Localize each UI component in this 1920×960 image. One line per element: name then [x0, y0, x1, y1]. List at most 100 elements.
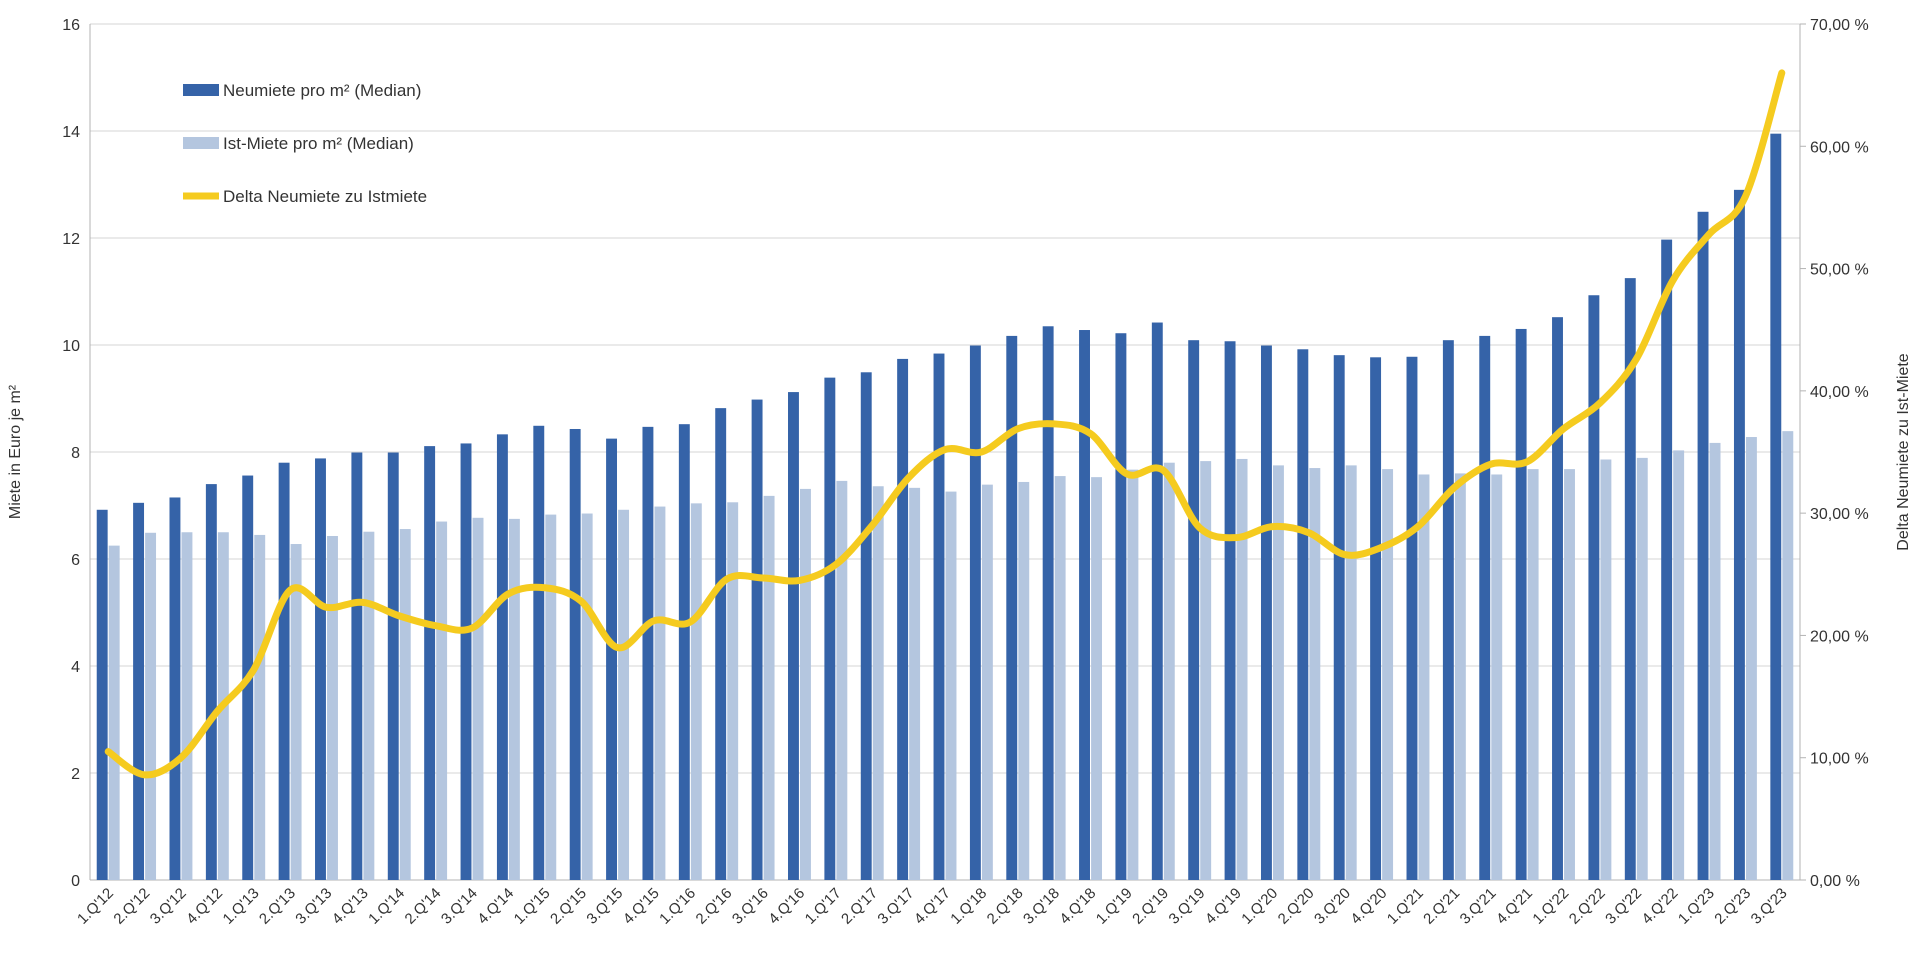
bar-istmiete [909, 487, 921, 880]
legend: Neumiete pro m² (Median) Ist-Miete pro m²… [183, 81, 427, 206]
y-tick-label: 0 [71, 873, 80, 890]
y-tick-label: 4 [71, 659, 80, 676]
bar-istmiete [472, 517, 484, 880]
bar-neumiete [1697, 211, 1709, 880]
bar-istmiete [1127, 469, 1139, 880]
x-tick-label: 1.Q'23 [1675, 885, 1718, 928]
y2-tick-label: 10,00 % [1810, 751, 1869, 768]
bar-istmiete [654, 506, 666, 880]
bar-istmiete [327, 535, 338, 880]
bar-istmiete [508, 518, 520, 880]
bar-istmiete [1491, 474, 1503, 880]
y2-tick-label: 40,00 % [1810, 384, 1869, 401]
bar-neumiete [569, 428, 581, 880]
y2-tick-label: 20,00 % [1810, 628, 1869, 645]
bar-istmiete [254, 534, 266, 880]
x-tick-label: 2.Q'12 [110, 885, 153, 928]
bar-neumiete [1661, 239, 1673, 881]
bar-istmiete [108, 545, 120, 880]
bar-istmiete [1418, 474, 1430, 880]
bar-istmiete [1782, 431, 1794, 880]
y2-tick-label: 30,00 % [1810, 506, 1869, 523]
x-tick-label: 3.Q'22 [1602, 885, 1645, 928]
x-tick-label: 3.Q'15 [583, 885, 626, 928]
bar-istmiete [581, 513, 593, 880]
bar-neumiete [788, 392, 799, 880]
bar-neumiete [606, 438, 618, 880]
bar-neumiete [1188, 340, 1200, 880]
x-tick-label: 4.Q'15 [620, 885, 663, 928]
bar-istmiete [1054, 476, 1066, 880]
bar-neumiete [96, 509, 108, 880]
x-tick-label: 1.Q'16 [656, 885, 699, 928]
x-tick-label: 4.Q'12 [183, 885, 226, 928]
bar-neumiete [1370, 357, 1382, 880]
bar-neumiete [315, 458, 326, 880]
bar-neumiete [1552, 317, 1563, 880]
bar-istmiete [727, 502, 739, 880]
x-tick-label: 1.Q'19 [1093, 885, 1136, 928]
bar-neumiete [1588, 295, 1600, 880]
bars [96, 133, 1794, 881]
bar-neumiete [1479, 335, 1491, 880]
x-tick-label: 3.Q'12 [147, 885, 190, 928]
x-tick-label: 3.Q'21 [1457, 885, 1500, 928]
bar-istmiete [1200, 461, 1212, 880]
bar-istmiete [436, 521, 448, 880]
bar-istmiete [1163, 462, 1175, 880]
x-tick-label: 2.Q'14 [402, 885, 445, 928]
y-tick-label: 8 [71, 445, 80, 462]
bar-neumiete [387, 452, 399, 880]
bar-istmiete [1673, 450, 1685, 880]
bar-istmiete [1745, 437, 1757, 880]
bar-istmiete [290, 544, 302, 880]
x-tick-label: 3.Q'19 [1166, 885, 1209, 928]
bar-istmiete [945, 491, 957, 880]
bar-istmiete [1454, 473, 1466, 880]
x-tick-label: 1.Q'13 [220, 885, 263, 928]
bar-neumiete [1260, 345, 1272, 880]
x-tick-label: 4.Q'18 [1056, 885, 1099, 928]
x-tick-label: 2.Q'21 [1420, 885, 1463, 928]
bar-neumiete [715, 408, 727, 880]
y-tick-label: 12 [62, 231, 80, 248]
bar-istmiete [763, 495, 775, 880]
legend-label: Ist-Miete pro m² (Median) [223, 134, 414, 153]
bar-istmiete [690, 503, 702, 880]
bar-istmiete [1709, 442, 1721, 880]
y2-tick-label: 50,00 % [1810, 262, 1869, 279]
bar-neumiete [1115, 333, 1127, 881]
y-tick-label: 6 [71, 552, 80, 569]
x-tick-label: 4.Q'13 [329, 885, 372, 928]
bar-neumiete [1079, 330, 1090, 880]
legend-swatch [183, 84, 219, 96]
x-tick-label: 4.Q'17 [911, 885, 954, 928]
y-tick-label: 2 [71, 766, 80, 783]
bar-istmiete [1527, 469, 1539, 880]
legend-swatch [183, 137, 219, 149]
y2-tick-label: 60,00 % [1810, 139, 1869, 156]
x-tick-label: 4.Q'21 [1493, 885, 1536, 928]
y-tick-label: 10 [62, 338, 80, 355]
bar-neumiete [1406, 356, 1418, 880]
x-tick-label: 1.Q'17 [802, 885, 845, 928]
x-tick-label: 1.Q'18 [947, 885, 990, 928]
bar-neumiete [860, 372, 872, 880]
bar-neumiete [1442, 340, 1454, 880]
bar-neumiete [824, 377, 836, 880]
x-tick-label: 2.Q'23 [1711, 885, 1754, 928]
bar-istmiete [545, 514, 557, 880]
bar-neumiete [751, 399, 763, 880]
bar-istmiete [618, 509, 630, 880]
x-tick-label: 4.Q'20 [1347, 885, 1390, 928]
x-tick-label: 4.Q'22 [1639, 885, 1682, 928]
bar-istmiete [145, 532, 157, 880]
bar-istmiete [181, 532, 193, 880]
bar-neumiete [1006, 335, 1018, 880]
bar-neumiete [678, 424, 690, 880]
x-tick-label: 2.Q'16 [693, 885, 736, 928]
x-tick-label: 3.Q'23 [1748, 885, 1791, 928]
x-tick-label: 3.Q'18 [1020, 885, 1063, 928]
